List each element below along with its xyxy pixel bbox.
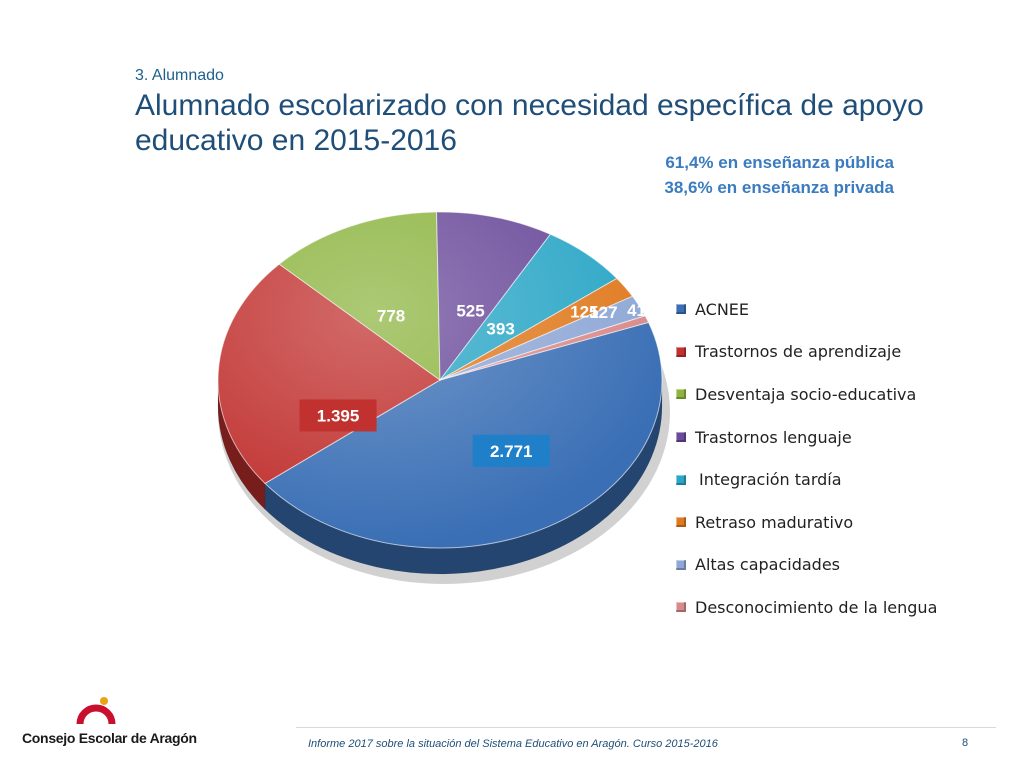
legend-swatch-icon [676,304,686,315]
chart-legend: ACNEE Trastornos de aprendizaje Desventa… [676,288,937,629]
legend-swatch-icon [676,474,686,485]
legend-swatch-icon [676,346,686,357]
data-label: 1.395 [317,406,360,425]
legend-swatch-icon [676,432,686,443]
pie-highlight [218,212,662,548]
consejo-escolar-logo: Consejo Escolar de Aragón [22,692,197,752]
legend-label: Desconocimiento de la lengua [695,597,938,617]
slide-title: Alumnado escolarizado con necesidad espe… [135,89,924,157]
footer-report-title: Informe 2017 sobre la situación del Sist… [308,738,718,750]
legend-swatch-icon [676,602,686,613]
legend-label: Integración tardía [699,470,842,490]
logo-arc-icon [76,697,116,725]
highlight-public: 61,4% en enseñanza pública [665,153,894,172]
legend-label: Altas capacidades [695,555,840,575]
data-label-box [472,434,550,467]
legend-swatch-icon [676,559,686,570]
legend-swatch-icon [676,517,686,528]
legend-item-desventaja: Desventaja socio-educativa [676,373,937,416]
legend-item-trastornos-aprendizaje: Trastornos de aprendizaje [676,331,937,374]
data-label: 2.771 [490,442,533,461]
legend-swatch-icon [676,389,686,400]
legend-item-integracion-tardia: Integración tardía [676,458,937,501]
legend-item-trastornos-lenguaje: Trastornos lenguaje [676,416,937,459]
legend-label: Desventaja socio-educativa [695,384,917,404]
data-label: 125 [570,303,598,322]
data-label: 778 [377,306,405,325]
legend-label: Trastornos de aprendizaje [695,342,902,362]
page-number: 8 [962,737,969,749]
data-label: 127 [589,303,617,322]
legend-label: Retraso madurativo [695,512,854,532]
data-label-box [299,399,377,432]
highlights: 61,4% en enseñanza pública 38,6% en ense… [664,150,894,200]
highlight-private: 38,6% en enseñanza privada [664,178,894,197]
data-label: 525 [456,302,484,321]
legend-item-altas-capacidades: Altas capacidades [676,544,937,587]
logo-text: Consejo Escolar de Aragón [22,730,197,746]
legend-label: ACNEE [695,299,750,319]
footer-divider [296,727,996,728]
legend-item-retraso-madurativo: Retraso madurativo [676,501,937,544]
legend-label: Trastornos lenguaje [695,427,852,447]
legend-item-desconocimiento-lengua: Desconocimiento de la lengua [676,586,937,629]
data-label: 393 [486,320,514,339]
data-label: 41 [627,301,646,320]
legend-item-acnee: ACNEE [676,288,937,331]
section-label: 3. Alumnado [135,67,224,84]
